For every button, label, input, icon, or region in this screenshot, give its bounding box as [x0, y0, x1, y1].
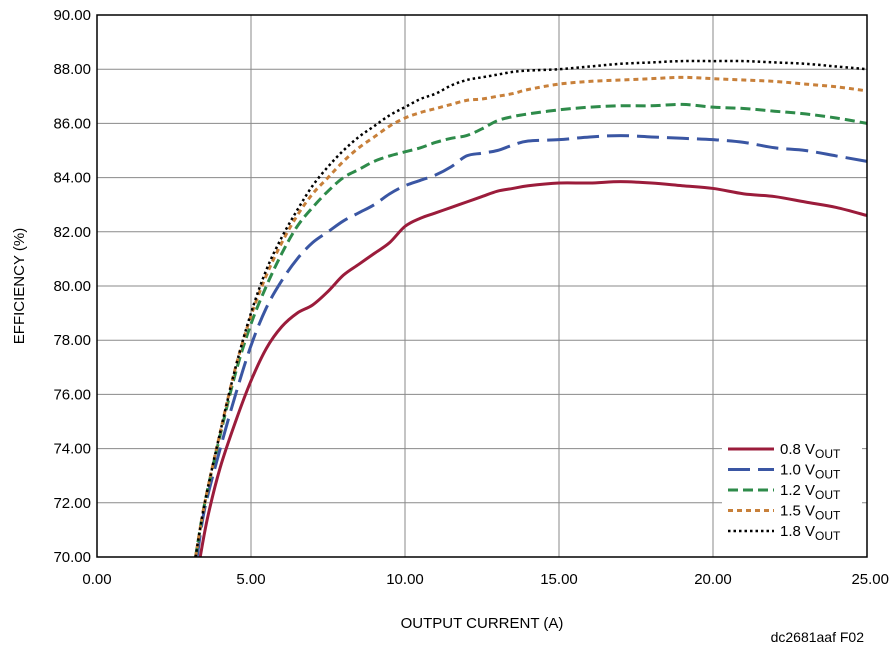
legend-label: 0.8 VOUT — [780, 441, 841, 461]
x-tick-label: 0.00 — [82, 571, 111, 588]
x-tick-labels: 0.00 5.00 10.00 15.00 20.00 25.00 — [82, 571, 889, 588]
legend-label: 1.5 VOUT — [780, 503, 841, 523]
y-axis-label: EFFICIENCY (%) — [11, 228, 28, 344]
legend-label: 1.8 VOUT — [780, 523, 841, 543]
y-tick-label: 88.00 — [53, 61, 91, 78]
y-tick-label: 74.00 — [53, 441, 91, 458]
y-tick-label: 72.00 — [53, 495, 91, 512]
series-lines — [194, 59, 868, 558]
plot-frame — [96, 14, 868, 558]
legend-label: 1.2 VOUT — [780, 482, 841, 502]
y-tick-label: 70.00 — [53, 549, 91, 566]
series-line-1-0-v — [195, 134, 868, 558]
y-tick-label: 80.00 — [53, 278, 91, 295]
x-tick-label: 15.00 — [540, 571, 578, 588]
x-tick-label: 25.00 — [851, 571, 889, 588]
x-tick-label: 10.00 — [386, 571, 424, 588]
series-line-1-2-v — [194, 102, 868, 558]
y-tick-label: 82.00 — [53, 224, 91, 241]
y-tick-label: 90.00 — [53, 7, 91, 24]
y-tick-label: 76.00 — [53, 386, 91, 403]
y-tick-labels: 70.00 72.00 74.00 76.00 78.00 80.00 82.00 84.00… — [53, 7, 91, 566]
legend-label: 1.0 VOUT — [780, 462, 841, 482]
series-line-1-5-v — [194, 75, 868, 558]
figure-code: dc2681aaf F02 — [771, 629, 865, 645]
y-tick-label: 78.00 — [53, 332, 91, 349]
x-tick-label: 20.00 — [694, 571, 732, 588]
grid-lines — [97, 15, 867, 557]
x-tick-label: 5.00 — [236, 571, 265, 588]
series-line-0-8-v — [198, 180, 868, 558]
x-axis-label: OUTPUT CURRENT (A) — [401, 615, 564, 632]
y-tick-label: 84.00 — [53, 170, 91, 187]
y-tick-label: 86.00 — [53, 115, 91, 132]
